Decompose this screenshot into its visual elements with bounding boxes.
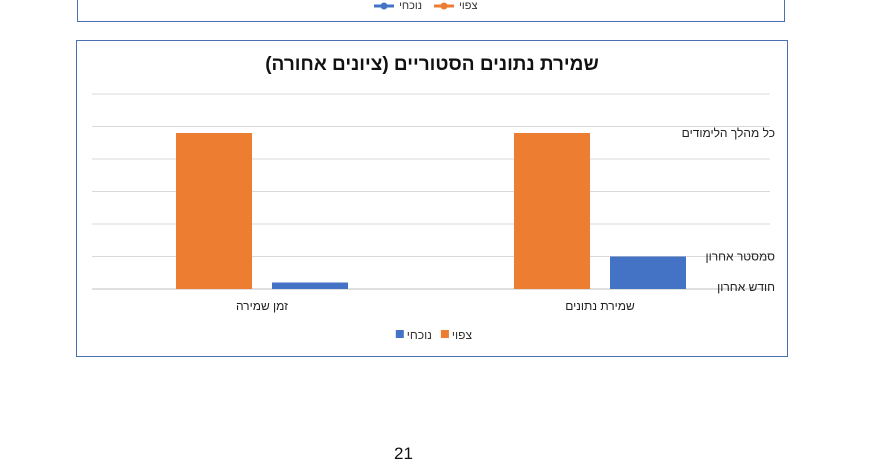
bar-current [610,256,686,289]
legend-label: נוכחי [407,328,432,342]
bar-expected [176,133,252,289]
x-tick-label: זמן שמירה [236,299,288,313]
chart-title: שמירת נתונים הסטוריים (ציונים אחורה) [265,54,599,75]
legend-item-expected: צפוי [432,0,477,12]
y-tick-label: סמסטר אחרון [705,250,775,264]
y-tick-label: כל מהלך הלימודים [682,126,775,140]
bar-expected [514,133,590,289]
y-tick-label: חודש אחרון [717,280,775,294]
page-number: 21 [394,444,413,463]
x-tick-label: שמירת נתונים [565,299,635,313]
legend-label: נוכחי [399,0,423,12]
legend-label: צפוי [459,0,478,12]
legend-label: צפוי [452,328,473,342]
legend-item-current: נוכחי [372,0,422,12]
bar-current [272,282,348,289]
legend-line-marker [374,2,394,10]
legend-swatch [395,330,404,338]
legend-line-marker [434,2,454,10]
legend-swatch [440,330,449,338]
previous-chart-frame [77,0,785,22]
